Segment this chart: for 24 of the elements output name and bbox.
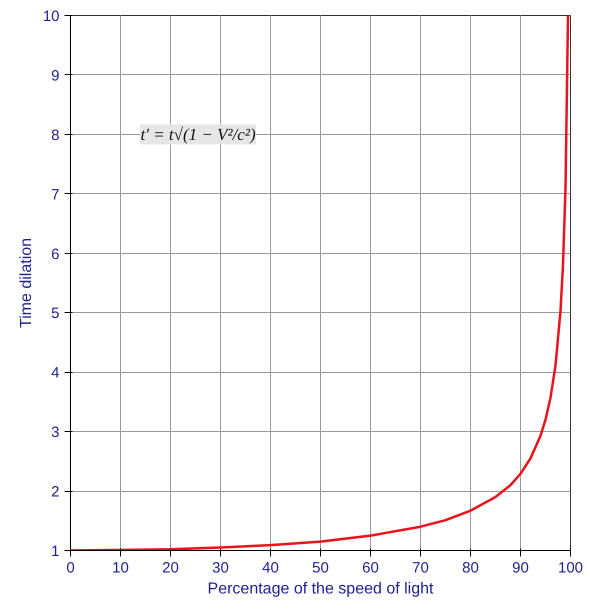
y-tick-label: 2 bbox=[51, 484, 60, 501]
y-tick-label: 3 bbox=[51, 424, 60, 442]
y-tick-label: 7 bbox=[51, 186, 60, 204]
x-tick-label: 90 bbox=[512, 560, 529, 576]
y-tick-label: 8 bbox=[51, 126, 60, 144]
x-tick-label: 20 bbox=[162, 560, 179, 576]
y-tick-label: 10 bbox=[42, 8, 60, 25]
x-tick-label: 100 bbox=[558, 560, 584, 576]
x-tick-label: 50 bbox=[312, 560, 329, 576]
x-tick-label: 10 bbox=[112, 560, 129, 576]
x-tick-label: 60 bbox=[362, 560, 379, 576]
y-tick-label: 5 bbox=[51, 305, 60, 322]
x-tick-label: 30 bbox=[212, 560, 229, 576]
y-tick-label: 9 bbox=[51, 67, 60, 84]
x-tick-label: 70 bbox=[412, 560, 429, 576]
y-tick-label: 6 bbox=[51, 246, 60, 263]
x-tick-label: 80 bbox=[462, 560, 479, 576]
y-tick-label: 4 bbox=[51, 364, 60, 382]
annotation: t′ = t√(1 − V²/c²) bbox=[140, 124, 256, 144]
y-axis-title: Time dilation bbox=[18, 238, 35, 328]
x-axis-title: Percentage of the speed of light bbox=[208, 580, 434, 598]
y-tick-label: 1 bbox=[51, 543, 60, 560]
x-tick-label: 0 bbox=[66, 560, 75, 576]
x-tick-label: 40 bbox=[262, 560, 279, 576]
